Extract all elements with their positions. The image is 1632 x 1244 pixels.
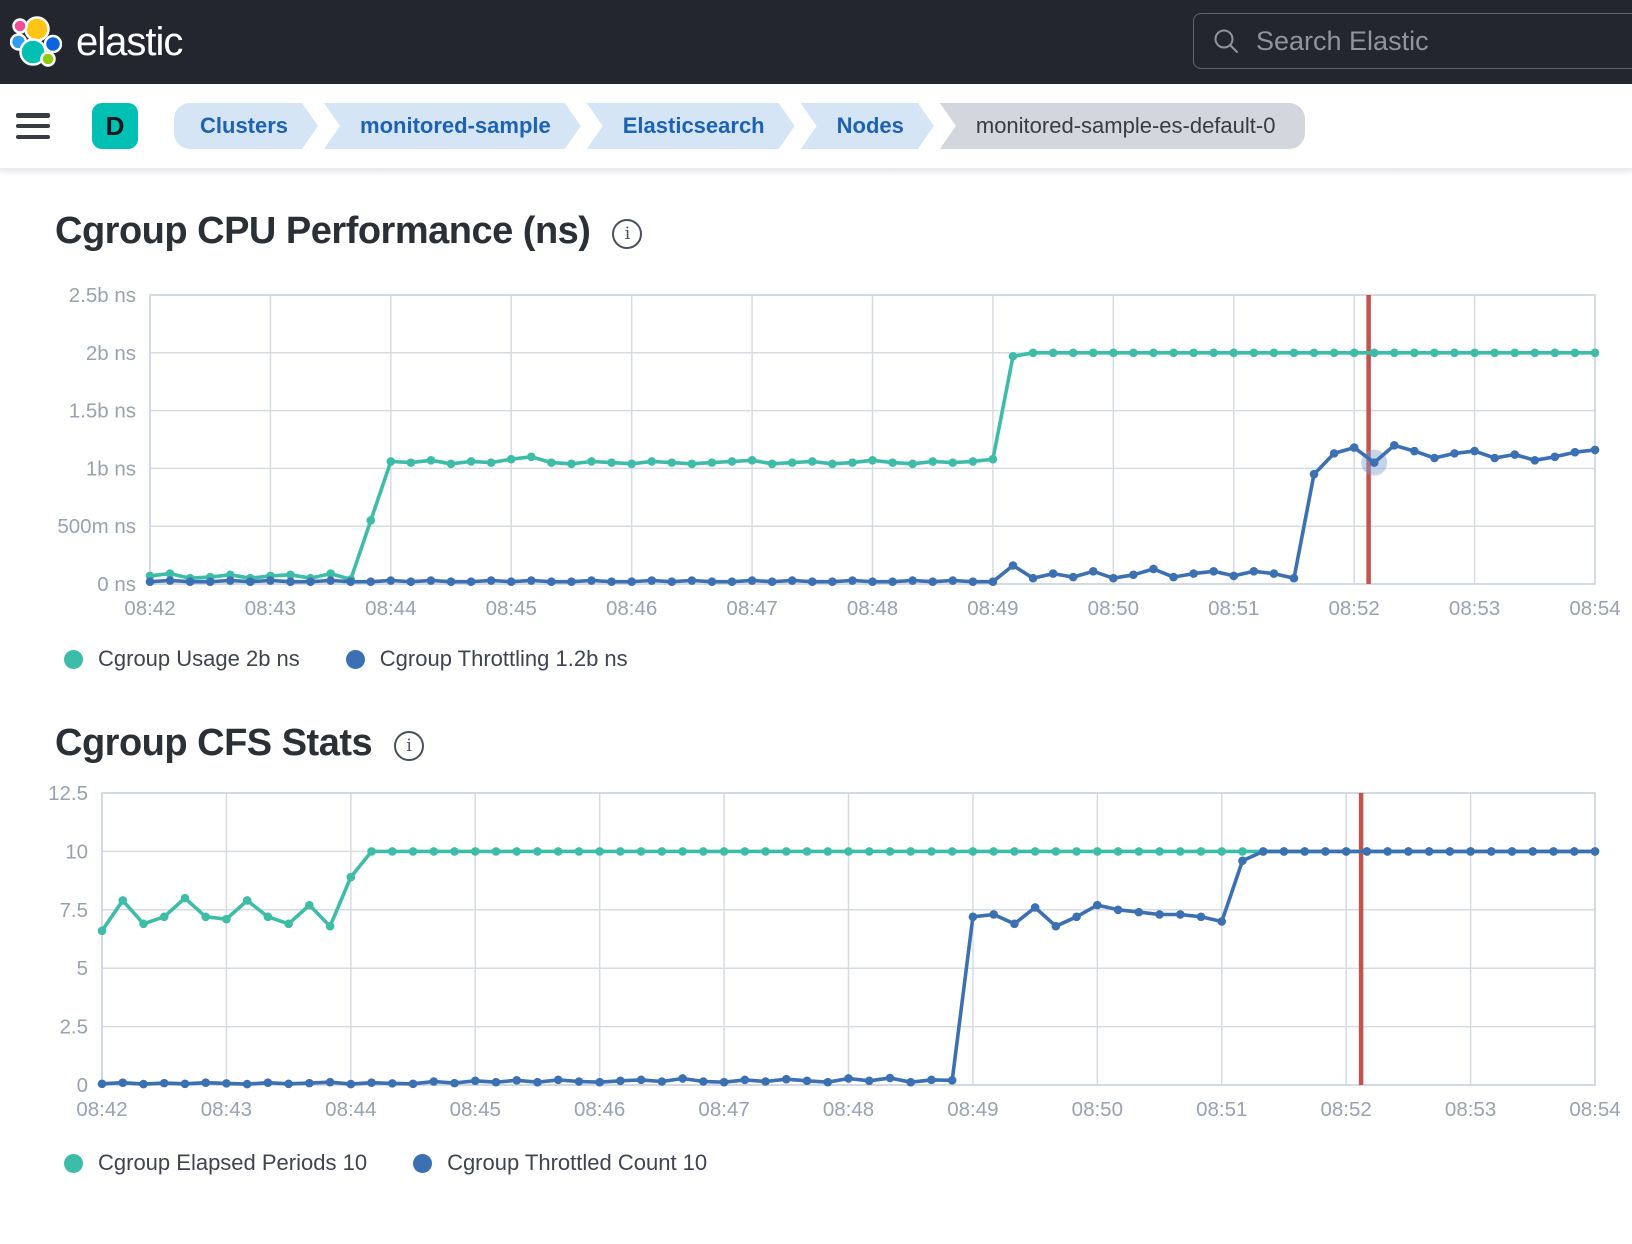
svg-text:08:43: 08:43	[245, 597, 296, 620]
brand[interactable]: elastic	[0, 16, 183, 68]
svg-text:08:44: 08:44	[365, 597, 416, 620]
cpu-performance-section: Cgroup CPU Performance (ns) i 2.5b ns 2b …	[0, 168, 1632, 672]
legend-item-cgroup-elapsed-periods[interactable]: Cgroup Elapsed Periods 10	[64, 1150, 367, 1176]
cpu-performance-chart[interactable]: 2.5b ns 2b ns 1.5b ns 1b ns 500m ns 0 ns 08:42…	[30, 275, 1632, 632]
legend-item-cgroup-throttling[interactable]: Cgroup Throttling 1.2b ns	[345, 646, 628, 672]
svg-text:08:51: 08:51	[1196, 1098, 1247, 1121]
menu-icon[interactable]	[16, 113, 50, 139]
svg-text:08:43: 08:43	[201, 1098, 252, 1121]
top-header: elastic Search Elastic	[0, 0, 1632, 84]
brand-text: elastic	[76, 19, 183, 64]
legend-item-cgroup-usage[interactable]: Cgroup Usage 2b ns	[64, 646, 300, 672]
svg-text:5: 5	[77, 957, 88, 980]
svg-text:1.5b ns: 1.5b ns	[69, 400, 136, 423]
cfs-chart-legend: Cgroup Elapsed Periods 10 Cgroup Throttle…	[30, 1150, 1632, 1176]
svg-text:2b ns: 2b ns	[86, 342, 136, 365]
svg-text:08:54: 08:54	[1569, 597, 1620, 620]
svg-text:08:45: 08:45	[450, 1098, 501, 1121]
breadcrumb-bar: D Clusters monitored-sample Elasticsearch N…	[0, 84, 1632, 168]
legend-dot-icon	[413, 1153, 433, 1173]
svg-text:12.5: 12.5	[48, 782, 88, 805]
svg-text:08:49: 08:49	[967, 597, 1018, 620]
search-placeholder: Search Elastic	[1256, 25, 1429, 56]
info-icon[interactable]: i	[394, 730, 425, 761]
legend-dot-icon	[345, 649, 365, 669]
svg-text:08:46: 08:46	[606, 597, 657, 620]
global-search-input[interactable]: Search Elastic	[1193, 13, 1632, 69]
cfs-stats-section: Cgroup CFS Stats i 12.5 10 7.5 5 2.5 0 08:42 08…	[0, 672, 1632, 1176]
breadcrumb-item-elasticsearch[interactable]: Elasticsearch	[587, 103, 795, 149]
content: Cgroup CPU Performance (ns) i 2.5b ns 2b …	[0, 168, 1632, 1176]
svg-text:1b ns: 1b ns	[86, 457, 136, 480]
breadcrumb-item-monitored-sample[interactable]: monitored-sample	[324, 103, 581, 149]
svg-text:7.5: 7.5	[60, 899, 89, 922]
svg-text:08:52: 08:52	[1329, 597, 1380, 620]
info-icon[interactable]: i	[612, 218, 643, 249]
svg-text:10: 10	[65, 840, 88, 863]
cfs-stats-chart[interactable]: 12.5 10 7.5 5 2.5 0 08:42 08:43 08:44 08:45 08:46 0…	[30, 779, 1632, 1136]
legend-label: Cgroup Usage 2b ns	[98, 646, 300, 671]
breadcrumb-item-monitored-sample-es-default-0: monitored-sample-es-default-0	[939, 103, 1306, 149]
svg-text:0 ns: 0 ns	[97, 573, 136, 596]
elastic-logo-icon	[10, 16, 62, 68]
svg-text:08:47: 08:47	[726, 597, 777, 620]
svg-text:08:44: 08:44	[325, 1098, 376, 1121]
svg-text:0: 0	[77, 1074, 88, 1097]
svg-text:08:52: 08:52	[1321, 1098, 1372, 1121]
svg-text:08:42: 08:42	[76, 1098, 127, 1121]
svg-text:08:51: 08:51	[1208, 597, 1259, 620]
legend-label: Cgroup Throttled Count 10	[447, 1150, 708, 1175]
search-icon	[1214, 29, 1238, 53]
svg-text:08:45: 08:45	[486, 597, 537, 620]
svg-text:08:47: 08:47	[698, 1098, 749, 1121]
legend-item-cgroup-throttled-count[interactable]: Cgroup Throttled Count 10	[413, 1150, 707, 1176]
svg-text:08:53: 08:53	[1445, 1098, 1496, 1121]
breadcrumb-item-nodes[interactable]: Nodes	[801, 103, 934, 149]
svg-text:08:53: 08:53	[1449, 597, 1500, 620]
svg-text:08:48: 08:48	[847, 597, 898, 620]
svg-text:08:50: 08:50	[1072, 1098, 1123, 1121]
chart-title-cfs: Cgroup CFS Stats	[55, 722, 373, 764]
svg-text:08:54: 08:54	[1569, 1098, 1620, 1121]
cpu-chart-legend: Cgroup Usage 2b ns Cgroup Throttling 1.2b…	[30, 646, 1632, 672]
legend-dot-icon	[64, 1153, 83, 1173]
svg-text:2.5b ns: 2.5b ns	[69, 284, 136, 307]
svg-text:08:48: 08:48	[823, 1098, 874, 1121]
chart-title-cpu: Cgroup CPU Performance (ns)	[55, 210, 591, 252]
svg-text:2.5: 2.5	[60, 1016, 89, 1039]
legend-label: Cgroup Elapsed Periods 10	[98, 1150, 368, 1175]
svg-text:08:42: 08:42	[124, 597, 175, 620]
breadcrumb-item-clusters[interactable]: Clusters	[174, 103, 318, 149]
svg-text:08:46: 08:46	[574, 1098, 625, 1121]
breadcrumb: Clusters monitored-sample Elasticsearch Nod…	[174, 103, 1306, 149]
svg-text:500m ns: 500m ns	[57, 515, 136, 538]
svg-text:08:50: 08:50	[1088, 597, 1139, 620]
legend-dot-icon	[64, 649, 83, 669]
deployment-badge[interactable]: D	[92, 103, 138, 149]
svg-text:08:49: 08:49	[947, 1098, 998, 1121]
legend-label: Cgroup Throttling 1.2b ns	[379, 646, 628, 671]
